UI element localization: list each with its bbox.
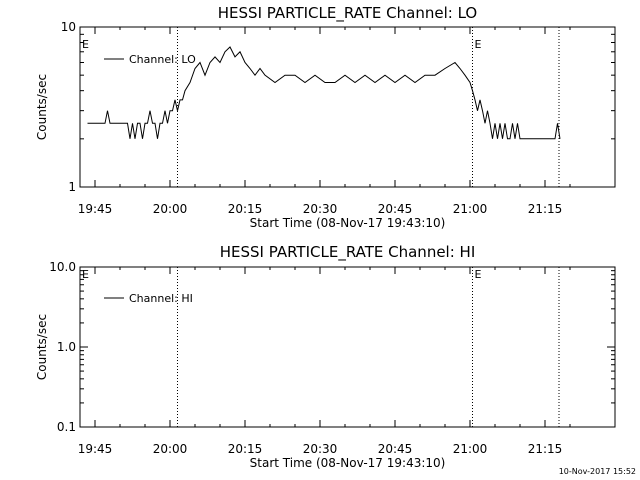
x-tick-label: 21:15 bbox=[528, 202, 563, 216]
x-tick-label: 21:15 bbox=[528, 442, 563, 456]
chart-title: HESSI PARTICLE_RATE Channel: HI bbox=[220, 243, 476, 262]
x-tick-label: 20:15 bbox=[228, 202, 263, 216]
y-axis-label: Counts/sec bbox=[35, 314, 49, 380]
x-tick-label: 20:00 bbox=[153, 202, 188, 216]
event-marker: E bbox=[82, 38, 89, 51]
footer-timestamp: 10-Nov-2017 15:52 bbox=[559, 467, 636, 476]
y-tick-label: 10.0 bbox=[49, 260, 76, 274]
x-tick-label: 20:45 bbox=[378, 202, 413, 216]
legend-label: Channel: HI bbox=[129, 292, 193, 305]
event-marker: E bbox=[82, 268, 89, 281]
x-tick-label: 20:30 bbox=[303, 202, 338, 216]
x-tick-label: 21:00 bbox=[453, 202, 488, 216]
y-tick-label: 0.1 bbox=[57, 420, 76, 434]
x-axis-label: Start Time (08-Nov-17 19:43:10) bbox=[250, 216, 446, 230]
x-tick-label: 20:15 bbox=[228, 442, 263, 456]
legend-label: Channel: LO bbox=[129, 53, 196, 66]
plot-frame bbox=[79, 26, 616, 188]
x-tick-label: 19:45 bbox=[78, 202, 113, 216]
chart-title: HESSI PARTICLE_RATE Channel: LO bbox=[218, 4, 477, 23]
y-tick-label: 10 bbox=[61, 20, 76, 34]
panel-lo: HESSI PARTICLE_RATE Channel: LO 19:45 20:0… bbox=[35, 4, 616, 230]
series-line bbox=[87, 46, 561, 140]
x-tick-label: 20:00 bbox=[153, 442, 188, 456]
x-tick-label: 19:45 bbox=[78, 442, 113, 456]
x-tick-label: 20:30 bbox=[303, 442, 338, 456]
y-tick-label: 1 bbox=[68, 180, 76, 194]
x-tick-label: 21:00 bbox=[453, 442, 488, 456]
panel-hi: HESSI PARTICLE_RATE Channel: HI 19:45 20:0… bbox=[35, 243, 616, 470]
x-tick-label: 20:45 bbox=[378, 442, 413, 456]
y-tick-label: 1.0 bbox=[57, 340, 76, 354]
event-marker: E bbox=[475, 268, 482, 281]
plot-frame bbox=[79, 266, 616, 428]
event-marker: E bbox=[475, 38, 482, 51]
y-axis-label: Counts/sec bbox=[35, 74, 49, 140]
x-axis-label: Start Time (08-Nov-17 19:43:10) bbox=[250, 456, 446, 470]
